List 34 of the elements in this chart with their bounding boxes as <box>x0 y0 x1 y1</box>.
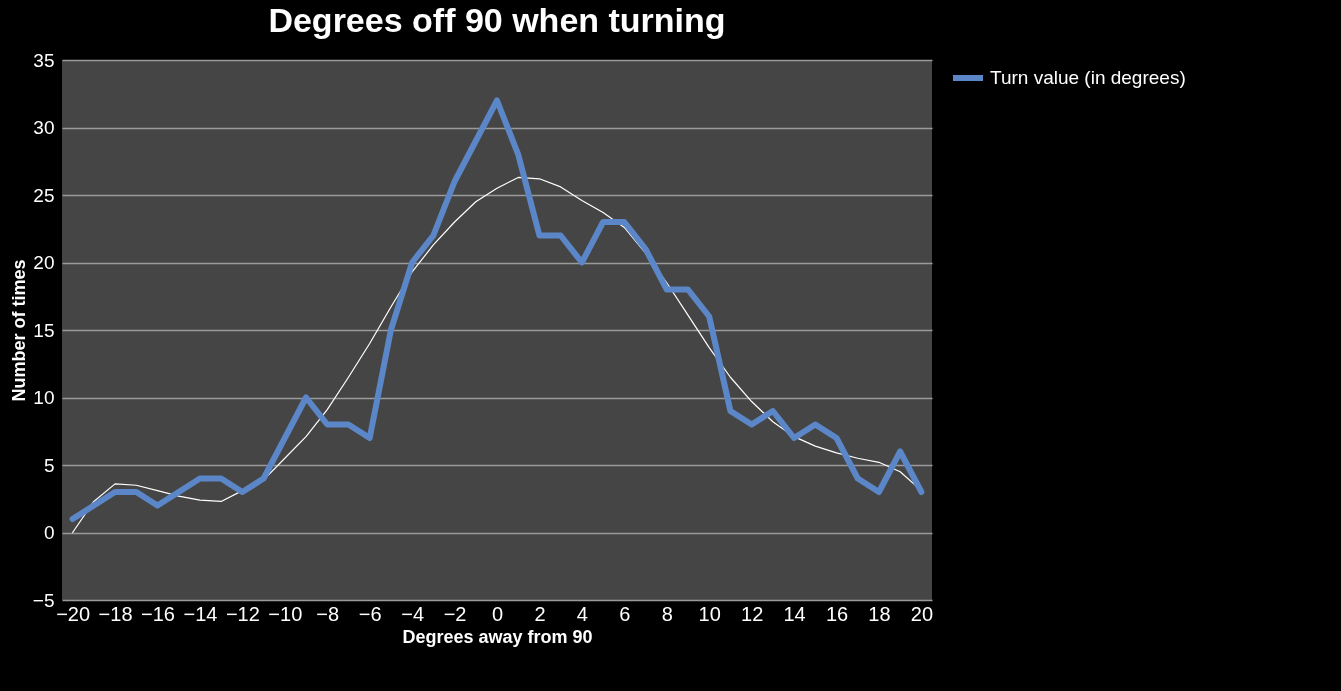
x-tick-label: 6 <box>619 602 631 625</box>
x-tick-label: 18 <box>868 602 891 625</box>
x-tick-label: 4 <box>576 602 588 625</box>
y-tick-label: 5 <box>43 454 55 476</box>
y-tick-label: 30 <box>33 117 55 138</box>
y-tick-label: −5 <box>32 589 55 611</box>
x-tick-label: 20 <box>910 602 934 625</box>
x-tick-label: −8 <box>316 602 340 625</box>
y-tick-label: 20 <box>33 252 55 273</box>
x-tick-label: −4 <box>401 602 425 625</box>
y-axis-title: Number of times <box>8 259 29 402</box>
legend-label: Turn value (in degrees) <box>990 67 1186 88</box>
y-tick-label: 25 <box>33 184 55 206</box>
x-tick-label: −6 <box>358 602 382 625</box>
x-tick-label: 12 <box>741 602 764 625</box>
x-tick-label: 16 <box>825 602 849 625</box>
x-tick-label: −2 <box>443 602 467 625</box>
x-tick-label: −12 <box>225 602 260 625</box>
y-tick-label: 15 <box>33 319 55 341</box>
x-tick-label: 2 <box>534 602 546 625</box>
x-tick-label: −10 <box>268 602 303 625</box>
x-axis-title: Degrees away from 90 <box>402 626 593 647</box>
x-tick-label: −20 <box>56 602 91 625</box>
chart-title: Degrees off 90 when turning <box>268 1 726 39</box>
y-tick-label: 0 <box>43 522 55 543</box>
x-tick-label: −18 <box>98 602 133 625</box>
x-tick-label: −14 <box>183 602 218 625</box>
y-tick-label: 10 <box>33 387 55 408</box>
x-tick-label: 8 <box>661 602 673 625</box>
y-tick-label: 35 <box>33 49 55 71</box>
x-tick-label: 10 <box>698 602 721 625</box>
x-tick-label: 0 <box>491 602 504 625</box>
x-tick-label: −16 <box>141 602 175 625</box>
x-tick-label: 14 <box>783 602 806 625</box>
